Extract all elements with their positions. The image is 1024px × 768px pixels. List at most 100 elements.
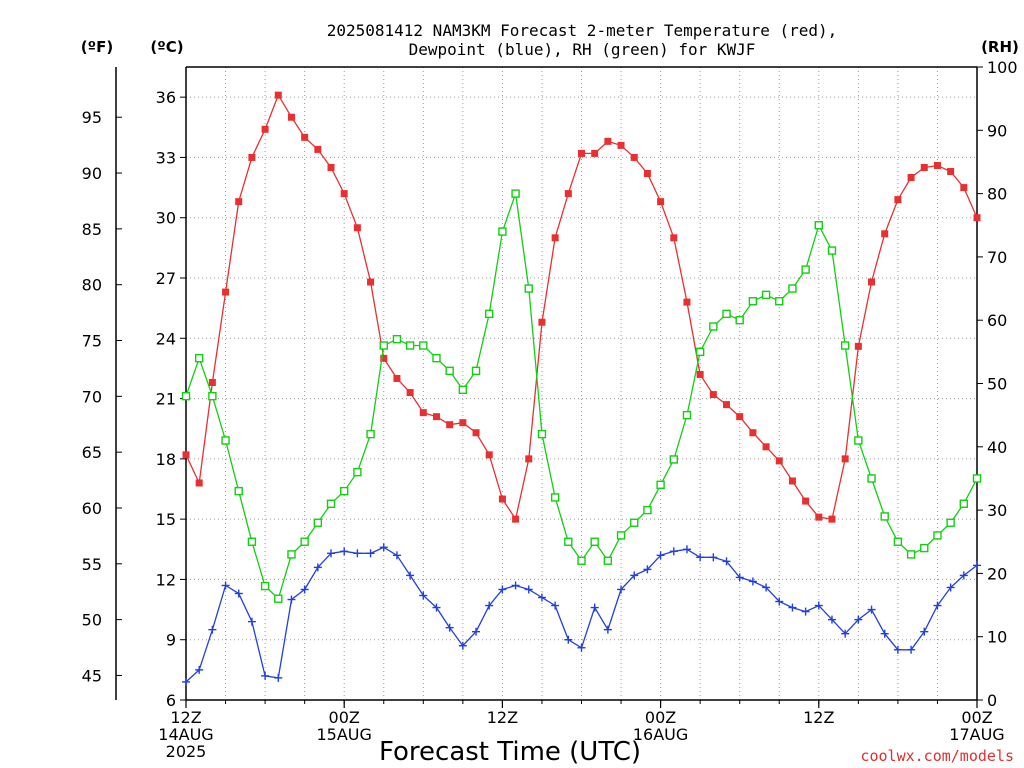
temperature-point bbox=[235, 198, 243, 206]
rh-point bbox=[498, 227, 507, 236]
x-tick-label: 12Z bbox=[803, 708, 834, 727]
y-tick-rh-label: 100 bbox=[987, 58, 1018, 77]
rh-point bbox=[920, 543, 929, 553]
temperature-point bbox=[907, 174, 915, 182]
rh-point bbox=[445, 366, 454, 376]
temperature-point bbox=[709, 391, 717, 399]
y-tick-f-label: 90 bbox=[82, 164, 102, 183]
x-tick-label: 12Z bbox=[487, 708, 518, 727]
temperature-point bbox=[736, 413, 744, 421]
rh-point bbox=[511, 189, 520, 198]
dewpoint-point bbox=[709, 553, 718, 562]
dewpoint-point bbox=[656, 551, 665, 560]
temperature-point bbox=[498, 495, 506, 503]
temperature-point bbox=[287, 113, 295, 121]
temperature-point bbox=[446, 421, 454, 429]
rh-point bbox=[260, 581, 270, 591]
temperature-point bbox=[723, 401, 731, 409]
rh-point bbox=[340, 486, 349, 496]
temperature-point bbox=[222, 288, 230, 296]
x-tick-label: 00Z bbox=[645, 708, 676, 727]
temperature-point bbox=[459, 419, 467, 427]
dewpoint-point bbox=[208, 625, 217, 634]
dewpoint-point bbox=[854, 615, 863, 624]
dewpoint-point bbox=[511, 581, 520, 590]
y-tick-c-label: 15 bbox=[156, 510, 176, 529]
rh-point bbox=[537, 429, 547, 439]
y-tick-c-label: 36 bbox=[156, 88, 176, 107]
rh-point bbox=[761, 290, 771, 300]
x-tick-label: 16AUG bbox=[633, 725, 688, 744]
y-tick-rh-label: 50 bbox=[987, 375, 1007, 394]
rh-point bbox=[419, 341, 428, 350]
y-tick-f-label: 65 bbox=[82, 443, 102, 462]
dewpoint-point bbox=[564, 635, 573, 644]
temperature-point bbox=[749, 429, 757, 437]
rh-point bbox=[353, 467, 362, 477]
rh-point bbox=[827, 246, 837, 255]
rh-point bbox=[682, 410, 692, 420]
dewpoint-point bbox=[524, 585, 533, 594]
temperature-point bbox=[604, 137, 612, 145]
y-tick-rh-label: 40 bbox=[987, 438, 1007, 457]
rh-point bbox=[880, 512, 889, 521]
dewpoint-point bbox=[748, 577, 757, 586]
rh-point bbox=[893, 537, 903, 546]
axes bbox=[115, 66, 978, 701]
rh-point bbox=[669, 455, 678, 464]
dewpoint-point bbox=[814, 601, 823, 610]
y-tick-rh-label: 70 bbox=[987, 248, 1007, 267]
temperature-point bbox=[182, 451, 190, 459]
x-axis-label: Forecast Time (UTC) bbox=[379, 737, 641, 767]
temperature-point bbox=[551, 234, 559, 242]
credit-text: coolwx.com/models bbox=[860, 747, 1014, 765]
dewpoint-point bbox=[247, 617, 256, 626]
y-tick-rh-label: 60 bbox=[987, 311, 1007, 330]
dewpoint-point bbox=[735, 573, 744, 582]
dewpoint-point bbox=[353, 549, 362, 558]
rh-point bbox=[300, 537, 309, 546]
dewpoint-point bbox=[274, 673, 283, 682]
dewpoint-point bbox=[182, 677, 190, 686]
rh-point bbox=[405, 341, 415, 350]
dewpoint-point bbox=[419, 591, 428, 600]
rh-point bbox=[234, 486, 243, 496]
dewpoint-point bbox=[392, 551, 401, 560]
temperature-point bbox=[591, 149, 599, 157]
temperature-point bbox=[920, 163, 928, 171]
y-tick-c-label: 21 bbox=[156, 390, 176, 409]
rh-point bbox=[840, 341, 850, 350]
temperature-point bbox=[538, 318, 546, 326]
x-tick-label: 12Z bbox=[170, 708, 201, 727]
dewpoint-point bbox=[973, 561, 981, 570]
dewpoint-point bbox=[537, 593, 546, 602]
rh-point bbox=[748, 297, 758, 306]
rh-point bbox=[181, 391, 191, 401]
temperature-point bbox=[788, 477, 796, 485]
temperature-point bbox=[802, 497, 810, 505]
y-tick-f-label: 50 bbox=[82, 611, 102, 630]
dewpoint-point bbox=[445, 623, 454, 632]
temperature-point bbox=[960, 184, 968, 192]
chart-title-line1: 2025081412 NAM3KM Forecast 2-meter Tempe… bbox=[327, 21, 838, 40]
rh-point bbox=[801, 265, 810, 274]
dewpoint-point bbox=[762, 583, 771, 592]
x-tick-label: 14AUG bbox=[158, 725, 213, 744]
rh-point bbox=[366, 429, 375, 439]
y-tick-rh-label: 80 bbox=[987, 185, 1007, 204]
dewpoint-point bbox=[406, 571, 415, 580]
rh-point bbox=[775, 297, 784, 306]
dewpoint-point bbox=[682, 545, 691, 554]
dewpoint-point bbox=[920, 627, 929, 636]
left-unit-f-label: (ºF) bbox=[81, 38, 113, 56]
rh-point bbox=[274, 594, 283, 603]
y-axis-c-ticks: 6 9 12 15 18 21 24 27 30 33 36 bbox=[156, 88, 186, 710]
dewpoint-point bbox=[234, 589, 243, 598]
dewpoint-point bbox=[472, 627, 481, 636]
y-tick-rh-label: 90 bbox=[987, 121, 1007, 140]
rh-point bbox=[577, 556, 586, 565]
y-tick-rh-label: 0 bbox=[987, 691, 997, 710]
rh-point bbox=[379, 341, 388, 350]
y-tick-c-label: 6 bbox=[166, 691, 176, 710]
